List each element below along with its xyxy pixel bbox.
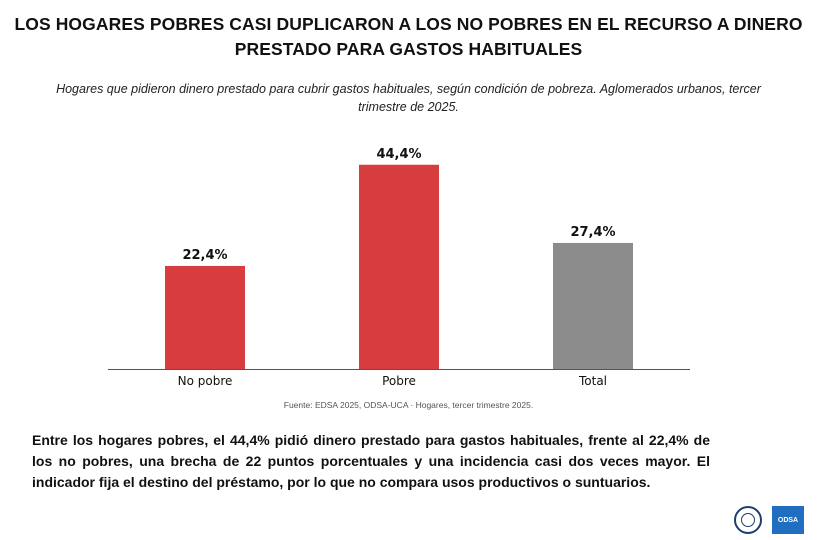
- data-label-pobre: 44,4%: [376, 147, 421, 162]
- tick-label-pobre: Pobre: [382, 374, 416, 388]
- chart-title-line-2: PRESTADO PARA GASTOS HABITUALES: [234, 39, 583, 59]
- bar-chart: 22,4% No pobre 44,4% Pobre 27,4% Total: [108, 147, 690, 388]
- chart-title-line-1: LOS HOGARES POBRES CASI DUPLICARON A LOS…: [14, 14, 803, 34]
- odsa-logo-label: ODSA: [777, 516, 799, 524]
- chart-subtitle-line-2: trimestre de 2025.: [358, 100, 459, 114]
- chart-subtitle: Hogares que pidieron dinero prestado par…: [14, 80, 803, 116]
- university-seal-icon: [734, 506, 762, 534]
- odsa-logo: ODSA: [772, 506, 804, 534]
- data-label-total: 27,4%: [570, 225, 615, 240]
- bar-total: [553, 242, 633, 369]
- chart-subtitle-line-1: Hogares que pidieron dinero prestado par…: [56, 82, 761, 96]
- summary-text: Entre los hogares pobres, el 44,4% pidió…: [32, 432, 710, 490]
- bar-no-pobre: [165, 265, 245, 369]
- source-note: Fuente: EDSA 2025, ODSA-UCA · Hogares, t…: [283, 400, 534, 410]
- bar-pobre: [359, 164, 439, 369]
- tick-label-total: Total: [578, 374, 607, 388]
- tick-label-no-pobre: No pobre: [178, 374, 233, 388]
- data-label-no-pobre: 22,4%: [182, 248, 227, 263]
- chart-title: LOS HOGARES POBRES CASI DUPLICARON A LOS…: [10, 12, 807, 62]
